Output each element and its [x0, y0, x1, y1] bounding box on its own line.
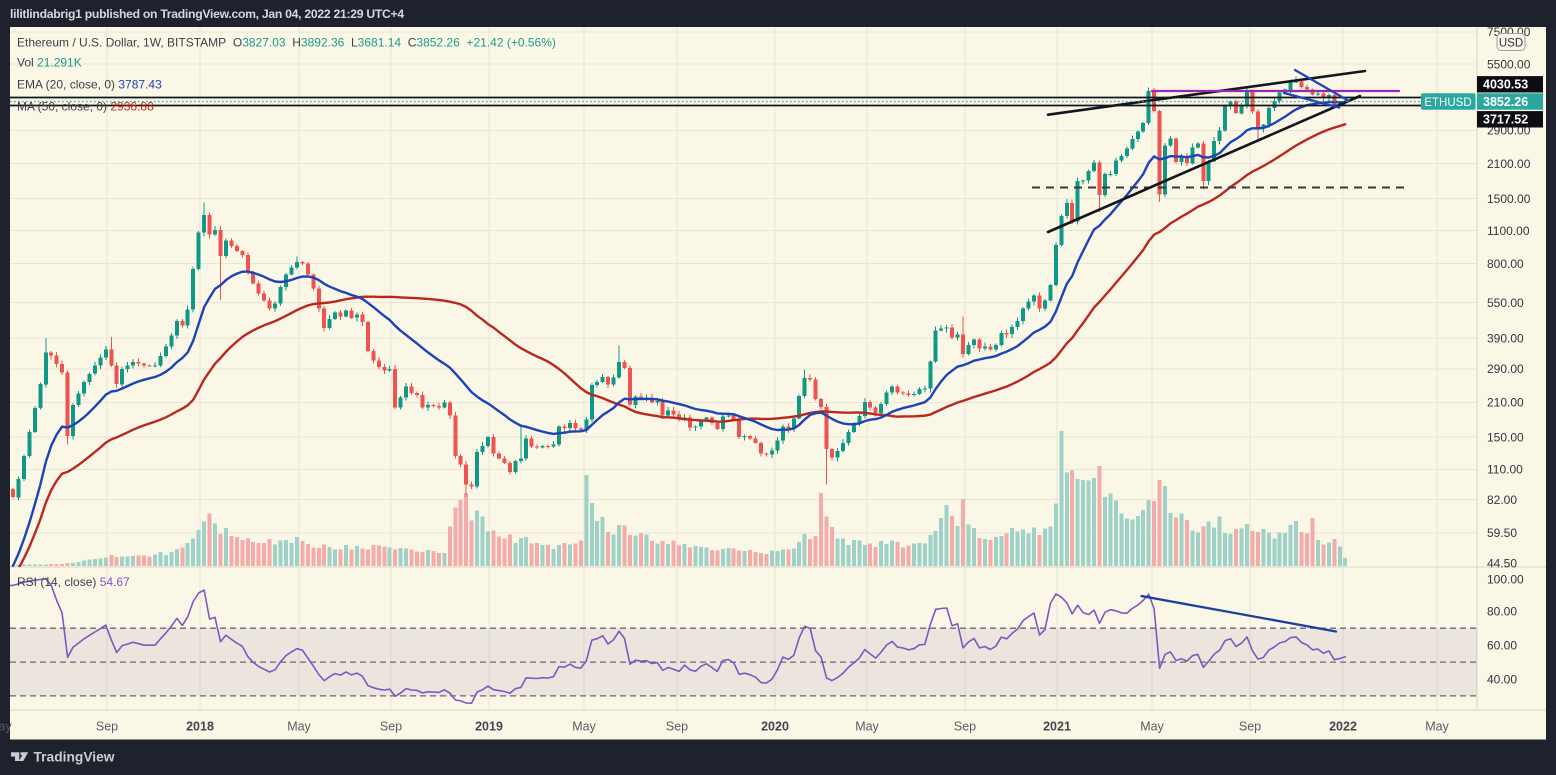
svg-text:May: May	[1140, 720, 1164, 734]
svg-text:2021: 2021	[1043, 720, 1071, 734]
svg-text:100.00: 100.00	[1487, 572, 1524, 586]
svg-text:Sep: Sep	[666, 720, 688, 734]
svg-text:150.00: 150.00	[1487, 431, 1524, 445]
svg-text:TradingView: TradingView	[34, 749, 115, 764]
svg-text:210.00: 210.00	[1487, 396, 1524, 410]
svg-text:USD: USD	[1499, 38, 1523, 50]
svg-text:2100.00: 2100.00	[1487, 157, 1531, 171]
svg-text:4030.53: 4030.53	[1483, 78, 1528, 92]
svg-text:82.00: 82.00	[1487, 493, 1517, 507]
svg-text:Ethereum / U.S. Dollar, 1W, BI: Ethereum / U.S. Dollar, 1W, BITSTAMP O38…	[17, 36, 556, 50]
svg-text:800.00: 800.00	[1487, 257, 1524, 271]
svg-text:RSI (14, close) 54.67: RSI (14, close) 54.67	[17, 575, 130, 589]
svg-text:May: May	[287, 720, 311, 734]
svg-text:110.00: 110.00	[1487, 463, 1523, 477]
svg-text:EMA (20, close, 0) 3787.43: EMA (20, close, 0) 3787.43	[17, 78, 162, 92]
svg-text:60.00: 60.00	[1487, 638, 1517, 652]
svg-text:lilitlindabrig1 published on T: lilitlindabrig1 published on TradingView…	[10, 7, 404, 21]
svg-text:2019: 2019	[475, 720, 503, 734]
svg-text:MA (50, close, 0) 2936.88: MA (50, close, 0) 2936.88	[17, 100, 154, 114]
svg-text:May: May	[855, 720, 879, 734]
svg-text:40.00: 40.00	[1487, 672, 1517, 686]
svg-text:550.00: 550.00	[1487, 296, 1524, 310]
svg-text:Sep: Sep	[380, 720, 402, 734]
svg-text:3717.52: 3717.52	[1483, 113, 1528, 127]
svg-text:2018: 2018	[186, 720, 214, 734]
svg-text:Sep: Sep	[96, 720, 118, 734]
svg-text:59.50: 59.50	[1487, 526, 1517, 540]
svg-text:ay: ay	[0, 720, 12, 734]
svg-text:80.00: 80.00	[1487, 605, 1517, 619]
svg-text:290.00: 290.00	[1487, 362, 1524, 376]
svg-text:ETHUSD: ETHUSD	[1424, 97, 1471, 109]
svg-text:May: May	[572, 720, 596, 734]
svg-text:5500.00: 5500.00	[1487, 57, 1531, 71]
svg-text:Sep: Sep	[1239, 720, 1261, 734]
svg-text:1100.00: 1100.00	[1487, 224, 1530, 238]
svg-text:2022: 2022	[1329, 720, 1357, 734]
svg-text:2020: 2020	[761, 720, 789, 734]
svg-text:44.50: 44.50	[1487, 556, 1517, 570]
svg-text:Vol 21.291K: Vol 21.291K	[17, 56, 82, 70]
svg-text:1500.00: 1500.00	[1487, 192, 1531, 206]
svg-text:Sep: Sep	[954, 720, 976, 734]
svg-text:390.00: 390.00	[1487, 332, 1524, 346]
svg-text:May: May	[1425, 720, 1449, 734]
svg-text:3852.26: 3852.26	[1483, 95, 1528, 109]
